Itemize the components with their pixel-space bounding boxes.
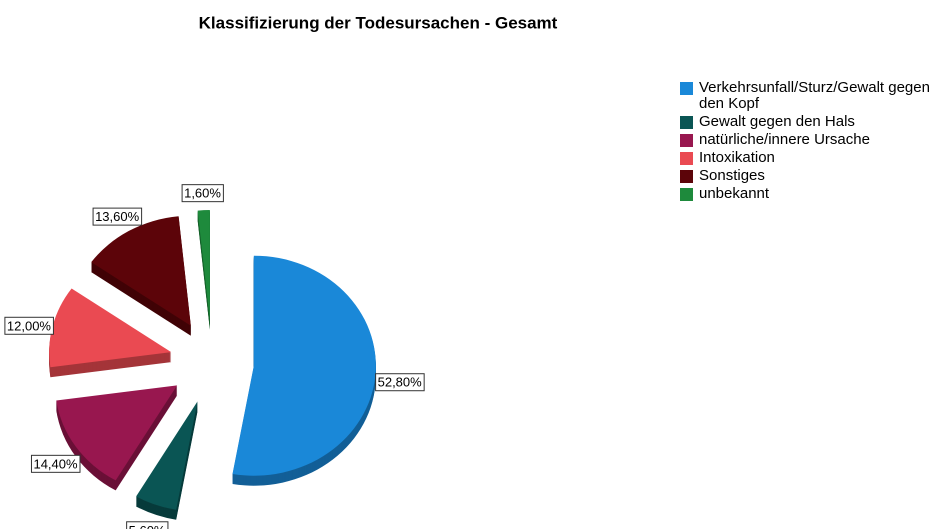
legend-item: natürliche/innere Ursache [680, 132, 930, 148]
legend-label: Sonstiges [699, 167, 765, 184]
legend-item: unbekannt [680, 186, 930, 202]
legend-item: Gewalt gegen den Hals [680, 114, 930, 130]
legend-swatch [680, 170, 693, 183]
data-label: 5,60% [126, 521, 169, 529]
label-box [4, 316, 54, 335]
slice [56, 385, 178, 481]
label-box [30, 454, 81, 473]
label-box [375, 373, 425, 392]
value-label: 52,80% [378, 375, 423, 390]
slice [49, 288, 172, 368]
legend-label: Intoxikation [699, 149, 775, 166]
legend-swatch [680, 152, 693, 165]
legend-item: Intoxikation [680, 150, 930, 166]
legend-label: Gewalt gegen den Hals [699, 113, 855, 130]
legend-item: Sonstiges [680, 168, 930, 184]
label-box [181, 184, 224, 203]
value-label: 13,60% [95, 209, 140, 224]
value-label: 12,00% [7, 318, 52, 333]
value-label: 5,60% [129, 523, 166, 529]
chart-title: Klassifizierung der Todesursachen - Gesa… [199, 13, 558, 32]
label-box [126, 521, 169, 529]
legend: Verkehrsunfall/Sturz/Gewalt gegen den Ko… [680, 80, 930, 204]
slice [136, 401, 198, 510]
legend-swatch [680, 188, 693, 201]
data-label: 52,80% [375, 373, 425, 392]
slice [232, 255, 376, 476]
label-box [92, 207, 143, 226]
legend-label: Verkehrsunfall/Sturz/Gewalt gegen den Ko… [699, 79, 930, 112]
value-label: 1,60% [184, 186, 221, 201]
data-label: 1,60% [181, 184, 224, 203]
legend-label: natürliche/innere Ursache [699, 131, 870, 148]
data-label: 14,40% [30, 454, 81, 473]
data-label: 13,60% [92, 207, 143, 226]
slice [91, 216, 191, 326]
slice [197, 210, 210, 321]
value-label: 14,40% [33, 456, 78, 471]
legend-swatch [680, 134, 693, 147]
legend-item: Verkehrsunfall/Sturz/Gewalt gegen den Ko… [680, 80, 930, 112]
legend-label: unbekannt [699, 185, 770, 202]
legend-swatch [680, 116, 693, 129]
legend-swatch [680, 82, 693, 95]
data-label: 12,00% [4, 316, 54, 335]
